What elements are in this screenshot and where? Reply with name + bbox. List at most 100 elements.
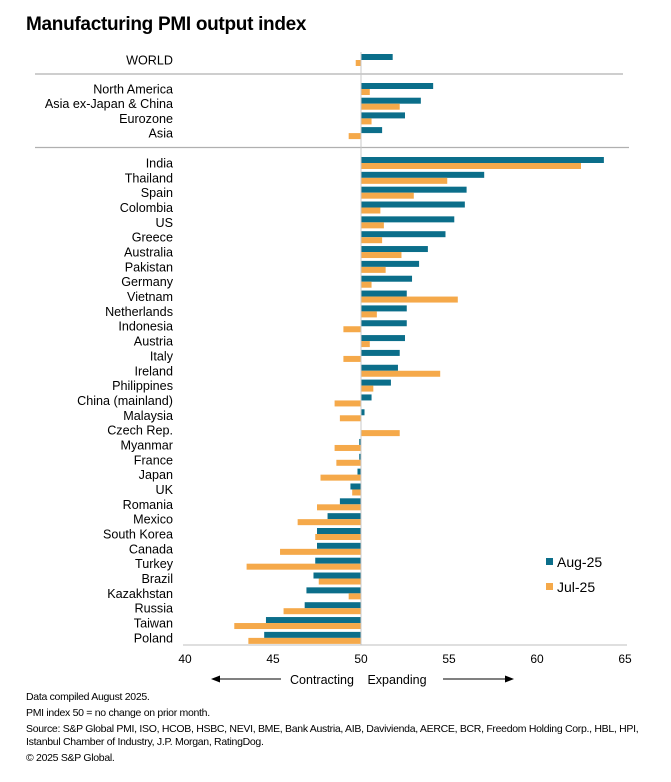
bar-aug-us xyxy=(361,216,455,223)
bar-aug-poland xyxy=(264,631,361,638)
expanding-label: Expanding xyxy=(367,673,426,687)
category-label-canada: Canada xyxy=(129,542,173,556)
bar-jul-malaysia xyxy=(339,415,361,422)
category-label-colombia: Colombia xyxy=(120,201,173,215)
bar-aug-colombia xyxy=(361,201,465,208)
category-label-south-korea: South Korea xyxy=(103,528,173,542)
bar-aug-world xyxy=(361,54,393,60)
bar-aug-france xyxy=(359,453,361,460)
legend-swatch-jul xyxy=(546,583,553,590)
footer-source: Source: S&P Global PMI, ISO, HCOB, HSBC,… xyxy=(26,723,639,748)
x-tick-label-50: 50 xyxy=(354,652,368,666)
bar-aug-ireland xyxy=(361,364,398,371)
category-label-mexico: Mexico xyxy=(133,513,173,527)
bar-jul-asia xyxy=(348,133,361,140)
bar-jul-czech-rep xyxy=(361,430,400,437)
category-label-france: France xyxy=(134,453,173,467)
category-label-austria: Austria xyxy=(134,335,173,349)
x-tick-label-55: 55 xyxy=(442,652,456,666)
bar-aug-north-america xyxy=(361,83,434,89)
bar-aug-thailand xyxy=(361,171,485,178)
contracting-label: Contracting xyxy=(290,673,354,687)
legend: Aug-25 Jul-25 xyxy=(546,554,602,595)
bar-aug-canada xyxy=(317,542,361,549)
bars-layer xyxy=(234,54,604,644)
bar-aug-italy xyxy=(361,349,400,356)
bar-jul-spain xyxy=(361,192,414,199)
category-label-turkey: Turkey xyxy=(135,557,174,571)
bar-aug-brazil xyxy=(313,572,361,579)
category-label-taiwan: Taiwan xyxy=(134,617,173,631)
bar-jul-north-america xyxy=(361,89,370,95)
bar-jul-pakistan xyxy=(361,266,386,273)
category-label-netherlands: Netherlands xyxy=(105,305,173,319)
bar-jul-ireland xyxy=(361,370,441,377)
chart-footer: Data compiled August 2025. PMI index 50 … xyxy=(26,691,666,768)
bar-jul-kazakhstan xyxy=(348,593,361,600)
category-label-asia: Asia xyxy=(149,127,174,141)
bar-aug-germany xyxy=(361,275,413,282)
bar-aug-japan xyxy=(357,468,361,475)
bar-aug-australia xyxy=(361,246,428,253)
bar-jul-indonesia xyxy=(343,326,361,333)
legend-label-jul: Jul-25 xyxy=(557,579,595,595)
x-tick-label-60: 60 xyxy=(530,652,544,666)
bar-aug-uk xyxy=(350,483,361,490)
bar-jul-netherlands xyxy=(361,311,377,318)
bar-jul-mexico xyxy=(297,519,361,526)
bar-jul-france xyxy=(336,459,361,466)
bar-jul-south-korea xyxy=(315,534,361,540)
bar-jul-world xyxy=(355,60,361,66)
bar-aug-austria xyxy=(361,335,405,342)
category-label-indonesia: Indonesia xyxy=(118,320,173,334)
bar-aug-asia xyxy=(361,127,383,134)
category-label-greece: Greece xyxy=(132,231,173,245)
bar-aug-vietnam xyxy=(361,290,407,297)
bar-aug-philippines xyxy=(361,379,391,386)
bar-aug-india xyxy=(361,157,604,163)
bar-jul-uk xyxy=(352,489,361,496)
bar-aug-spain xyxy=(361,186,467,193)
bar-jul-italy xyxy=(343,355,361,362)
bar-jul-vietnam xyxy=(361,296,458,303)
bar-jul-poland xyxy=(248,637,361,644)
chart-title: Manufacturing PMI output index xyxy=(26,14,307,35)
bar-aug-russia xyxy=(304,602,361,609)
bar-jul-eurozone xyxy=(361,118,372,125)
category-label-japan: Japan xyxy=(139,468,173,482)
category-label-thailand: Thailand xyxy=(125,171,173,185)
bar-aug-malaysia xyxy=(361,409,365,416)
category-label-kazakhstan: Kazakhstan xyxy=(107,587,173,601)
category-label-poland: Poland xyxy=(134,631,173,645)
category-label-philippines: Philippines xyxy=(112,379,173,393)
category-label-spain: Spain xyxy=(141,186,173,200)
x-tick-label-45: 45 xyxy=(266,652,280,666)
bar-aug-china-mainland xyxy=(361,394,372,401)
category-label-north-america: North America xyxy=(93,83,173,97)
category-label-asia-ex-japan-china: Asia ex-Japan & China xyxy=(45,97,173,111)
category-label-india: India xyxy=(146,157,173,171)
bar-aug-pakistan xyxy=(361,260,420,267)
bar-aug-mexico xyxy=(327,513,361,520)
direction-indicator: Contracting Expanding xyxy=(211,673,514,687)
bar-jul-asia-ex-japan-china xyxy=(361,103,400,110)
bar-aug-indonesia xyxy=(361,320,407,327)
category-label-germany: Germany xyxy=(121,275,173,289)
bar-jul-myanmar xyxy=(334,444,361,451)
category-label-brazil: Brazil xyxy=(142,572,174,586)
category-label-eurozone: Eurozone xyxy=(119,112,173,126)
bar-aug-kazakhstan xyxy=(306,587,361,594)
bar-aug-turkey xyxy=(315,557,361,564)
category-label-ireland: Ireland xyxy=(134,364,173,378)
group-separators xyxy=(35,73,629,149)
category-label-vietnam: Vietnam xyxy=(127,290,173,304)
bar-jul-austria xyxy=(361,341,370,348)
bar-jul-us xyxy=(361,222,384,229)
bar-jul-taiwan xyxy=(234,623,361,630)
category-label-malaysia: Malaysia xyxy=(123,409,173,423)
bar-aug-eurozone xyxy=(361,112,405,119)
bar-jul-romania xyxy=(317,504,361,511)
category-label-uk: UK xyxy=(156,483,174,497)
